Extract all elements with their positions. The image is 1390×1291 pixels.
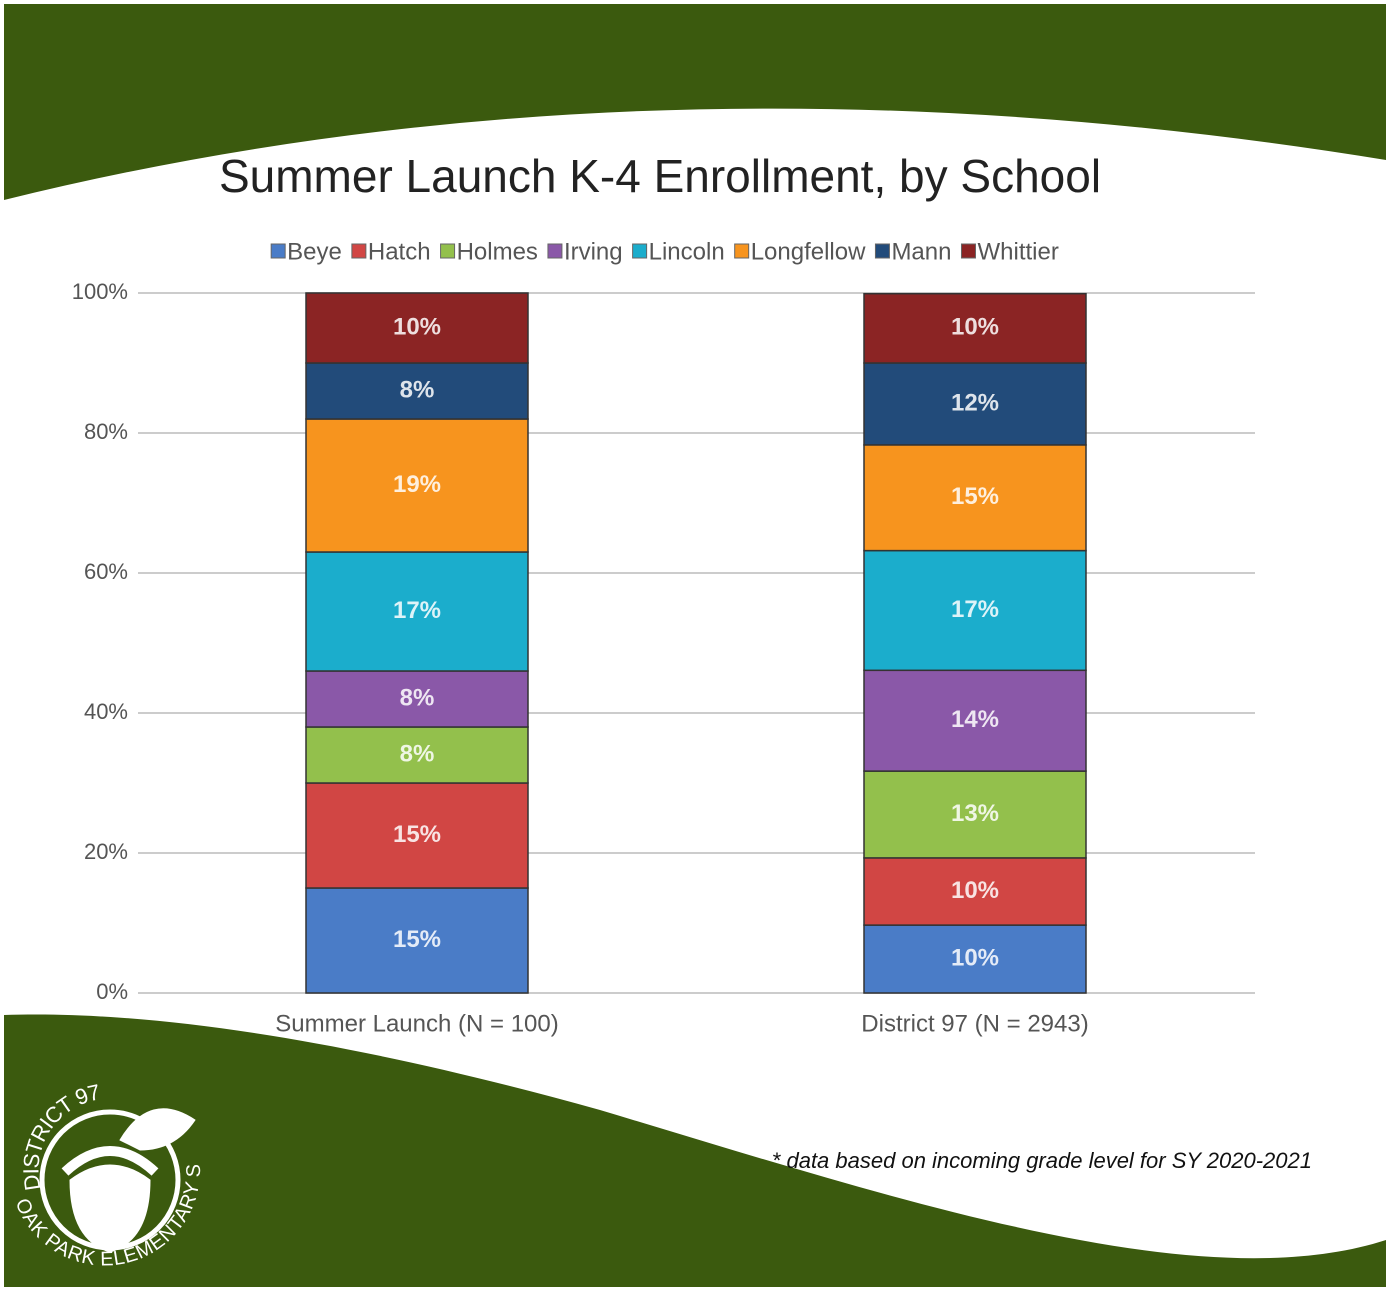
legend-swatch xyxy=(734,243,750,259)
bar-segment xyxy=(863,444,1087,552)
data-label: 10% xyxy=(951,314,999,341)
bar-segment xyxy=(863,669,1087,772)
y-tick-label: 40% xyxy=(84,699,128,724)
data-label: 12% xyxy=(951,389,999,416)
data-label: 15% xyxy=(393,821,441,848)
chart-title: Summer Launch K-4 Enrollment, by School xyxy=(219,150,1101,202)
acorn-cap xyxy=(61,1146,159,1176)
bar-segment xyxy=(863,292,1087,364)
data-label: 10% xyxy=(393,313,441,340)
bar-segment xyxy=(305,292,529,364)
bar-segment xyxy=(863,857,1087,926)
acorn xyxy=(69,1164,151,1253)
bar-segment xyxy=(863,549,1087,672)
legend-label: Lincoln xyxy=(649,238,725,265)
bar-segment xyxy=(305,418,529,553)
y-tick-label: 80% xyxy=(84,419,128,444)
legend-swatch xyxy=(547,243,563,259)
legend-label: Beye xyxy=(287,238,342,265)
y-tick-label: 20% xyxy=(84,839,128,864)
leaf xyxy=(119,1108,196,1151)
y-tick-label: 60% xyxy=(84,559,128,584)
x-tick-label: District 97 (N = 2943) xyxy=(861,1010,1088,1037)
legend-label: Holmes xyxy=(457,238,538,265)
legend-label: Hatch xyxy=(368,238,431,265)
bar-segment xyxy=(305,551,529,672)
legend: Beye Hatch Holmes Irving Lincoln Longfellow Ma… xyxy=(270,238,1059,265)
data-label: 8% xyxy=(400,376,435,403)
legend-label: Whittier xyxy=(977,238,1058,265)
data-label: 10% xyxy=(951,877,999,904)
data-label: 15% xyxy=(951,483,999,510)
legend-label: Longfellow xyxy=(751,238,866,265)
y-tick-label: 0% xyxy=(96,979,128,1004)
legend-label: Mann xyxy=(891,238,951,265)
bar-segment xyxy=(863,362,1087,446)
data-label: 19% xyxy=(393,471,441,498)
legend-swatch xyxy=(874,243,890,259)
legend-swatch xyxy=(632,243,648,259)
data-label: 15% xyxy=(393,926,441,953)
data-label: 8% xyxy=(400,684,435,711)
legend-swatch xyxy=(440,243,456,259)
x-tick-label: Summer Launch (N = 100) xyxy=(275,1010,558,1037)
legend-swatch xyxy=(270,243,286,259)
data-label: 17% xyxy=(951,596,999,623)
bar-segment xyxy=(863,924,1087,994)
data-label: 10% xyxy=(951,944,999,971)
data-label: 17% xyxy=(393,597,441,624)
legend-swatch xyxy=(351,243,367,259)
legend-label: Irving xyxy=(564,238,623,265)
data-label: 14% xyxy=(951,706,999,733)
data-label: 13% xyxy=(951,800,999,827)
footnote: * data based on incoming grade level for… xyxy=(772,1148,1312,1173)
bar-segment xyxy=(305,362,529,420)
y-tick-label: 100% xyxy=(72,279,128,304)
legend-swatch xyxy=(960,243,976,259)
data-label: 8% xyxy=(400,740,435,767)
bar-segment xyxy=(305,887,529,994)
bar-segment xyxy=(305,782,529,889)
